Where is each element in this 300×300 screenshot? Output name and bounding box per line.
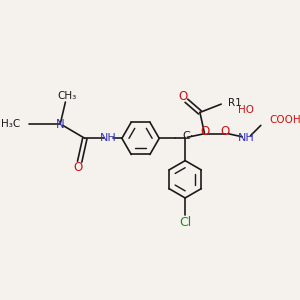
Text: O: O — [221, 125, 230, 138]
Text: Cl: Cl — [179, 216, 191, 229]
Text: O: O — [179, 90, 188, 104]
Text: C·: C· — [183, 131, 194, 141]
Text: CH₃: CH₃ — [57, 91, 76, 100]
Text: H₃C: H₃C — [1, 119, 20, 129]
Text: N: N — [56, 118, 64, 130]
Text: R1: R1 — [228, 98, 242, 108]
Text: COOH: COOH — [270, 115, 300, 125]
Text: NH: NH — [238, 133, 255, 143]
Text: O: O — [200, 125, 209, 138]
Text: NH: NH — [100, 133, 116, 142]
Text: O: O — [73, 161, 82, 174]
Text: HO: HO — [238, 105, 254, 115]
